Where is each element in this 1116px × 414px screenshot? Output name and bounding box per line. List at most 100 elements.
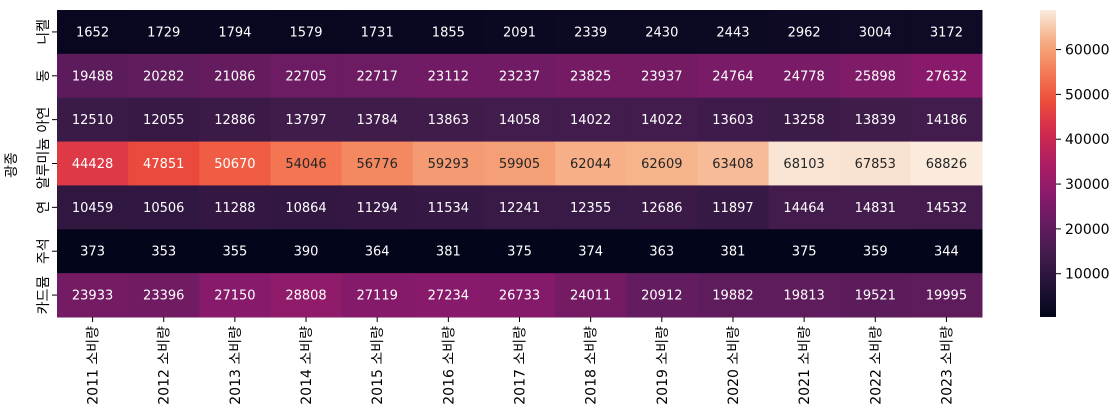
x-tick-label: 2011 소비량 [86, 326, 102, 405]
heatmap-cell [626, 141, 698, 186]
colorbar: 10000 20000 30000 40000 50000 60000 [1040, 10, 1110, 317]
colorbar-tick-label: 30000 [1065, 177, 1110, 193]
cell-value-label: 14831 [855, 201, 896, 216]
colorbar-tick-label: 50000 [1065, 87, 1110, 103]
cell-value-label: 12355 [570, 201, 611, 216]
heatmap-cell [341, 273, 414, 318]
heatmap-cell [839, 273, 912, 318]
cell-value-label: 14464 [783, 201, 824, 216]
heatmap-cell [57, 273, 129, 318]
cell-value-label: 11294 [357, 201, 398, 216]
cell-value-label: 24778 [783, 69, 824, 84]
heatmap-cell [768, 185, 841, 230]
heatmap-cell [768, 141, 841, 186]
y-tick-label: 동 [36, 69, 52, 82]
heatmap-cell [483, 141, 556, 186]
cell-value-label: 3004 [859, 25, 892, 40]
heatmap-cell [199, 97, 271, 143]
heatmap-cell [697, 229, 770, 274]
colorbar-tick-label: 10000 [1065, 267, 1110, 283]
heatmap-cell [57, 229, 129, 274]
heatmap-cell [128, 229, 200, 274]
cell-value-label: 14532 [926, 201, 967, 216]
x-tick-labels: 2011 소비량 2012 소비량 2013 소비량 2014 소비량 2015 소비량… [86, 317, 955, 405]
heatmap-cell [839, 141, 912, 186]
cell-value-label: 359 [863, 245, 888, 260]
cell-value-label: 27119 [357, 289, 398, 304]
heatmap-cell [483, 10, 556, 55]
cell-value-label: 19488 [72, 69, 113, 84]
cell-value-label: 24764 [712, 69, 753, 84]
heatmap-cell [697, 273, 770, 318]
x-tick-label: 2021 소비량 [797, 326, 813, 405]
heatmap-cell [626, 185, 698, 230]
heatmap-cell [128, 185, 200, 230]
cell-value-label: 20912 [641, 289, 682, 304]
heatmap-cell [199, 10, 271, 55]
heatmap-cell [128, 97, 200, 143]
cell-value-label: 390 [294, 245, 319, 260]
heatmap-cell [483, 273, 556, 318]
colorbar-gradient [1040, 10, 1056, 317]
cell-value-label: 1579 [289, 25, 322, 40]
cell-value-label: 23396 [143, 289, 184, 304]
cell-value-label: 375 [792, 245, 817, 260]
y-tick-label: 카드뮴 [36, 276, 52, 315]
cell-value-label: 381 [721, 245, 746, 260]
cell-value-label: 68826 [926, 157, 967, 172]
heatmap-cell [697, 185, 770, 230]
heatmap-cell [270, 10, 343, 55]
cell-value-label: 27632 [926, 69, 967, 84]
heatmap-cell [412, 141, 485, 186]
heatmap-cell [839, 10, 912, 55]
heatmap-cell [341, 97, 414, 143]
cell-value-label: 24011 [570, 289, 611, 304]
heatmap-cell [626, 97, 698, 143]
heatmap-cell [128, 273, 200, 318]
heatmap-cell [555, 10, 627, 55]
heatmap-cell [270, 273, 343, 318]
cell-value-label: 2962 [788, 25, 821, 40]
heatmap-cell [910, 229, 983, 274]
heatmap-cell [768, 273, 841, 318]
cell-value-label: 19813 [783, 289, 824, 304]
cell-value-label: 13839 [855, 113, 896, 128]
heatmap-cell [199, 53, 271, 99]
heatmap-cell [57, 10, 129, 55]
heatmap-cell [199, 141, 271, 186]
cell-value-label: 63408 [712, 157, 753, 172]
heatmap-cell [626, 273, 698, 318]
cell-value-label: 12886 [214, 113, 255, 128]
cell-value-label: 381 [436, 245, 461, 260]
cell-value-label: 12241 [499, 201, 540, 216]
cell-value-label: 62609 [641, 157, 682, 172]
heatmap-cell [412, 273, 485, 318]
cell-value-label: 1855 [432, 25, 465, 40]
cell-value-label: 22705 [285, 69, 326, 84]
cell-value-label: 2091 [503, 25, 536, 40]
y-tick-label: 아연 [36, 107, 52, 133]
heatmap-cell [412, 229, 485, 274]
cell-value-label: 44428 [72, 157, 113, 172]
cell-value-label: 353 [151, 245, 176, 260]
heatmap-cell [128, 53, 200, 99]
x-tick-label: 2018 소비량 [584, 326, 600, 405]
cell-value-label: 19882 [712, 289, 753, 304]
y-tick-label: 니켈 [36, 19, 52, 45]
heatmap-cell [128, 141, 200, 186]
heatmap-cell [57, 97, 129, 143]
cell-value-label: 10506 [143, 201, 184, 216]
cell-value-label: 67853 [855, 157, 896, 172]
cell-value-label: 59905 [499, 157, 540, 172]
cell-value-label: 23825 [570, 69, 611, 84]
colorbar-tick-label: 20000 [1065, 222, 1110, 238]
heatmap-cell [412, 185, 485, 230]
cell-value-label: 14022 [641, 113, 682, 128]
cell-value-label: 2430 [645, 25, 678, 40]
cell-value-label: 10864 [285, 201, 326, 216]
heatmap-cell [555, 273, 627, 318]
y-axis-label: 광종 [4, 152, 20, 178]
cell-value-label: 27234 [428, 289, 469, 304]
cell-value-label: 3172 [930, 25, 963, 40]
cell-value-label: 68103 [783, 157, 824, 172]
